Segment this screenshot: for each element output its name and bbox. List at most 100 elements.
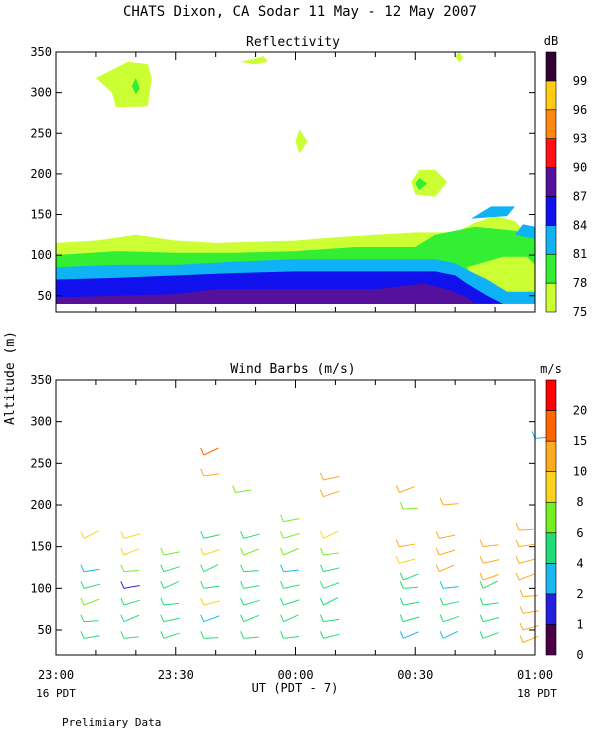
wind-barb-plot: 50 100 150 200 250 300 350 0 1 2 4 6 8 10 15 20 23:00 23:… [30, 373, 587, 682]
wind-barb [439, 581, 459, 589]
wind-barb [319, 564, 340, 573]
wind-barb [515, 556, 536, 564]
wind-barb-flag [519, 635, 524, 643]
wind-barb-shaft [482, 617, 500, 623]
wind-barb-shaft [283, 533, 300, 539]
reflectivity-contours [56, 52, 535, 304]
wind-barb-flag [479, 631, 484, 639]
wind-barb-shaft [203, 563, 219, 573]
wind-barb-shaft [83, 635, 100, 639]
wind-barb-flag [515, 572, 520, 581]
wind-barb [439, 614, 460, 623]
wind-barb [160, 547, 180, 556]
wind-colorbar-swatch [545, 471, 557, 503]
wind-barb-flag [280, 631, 284, 639]
wind-barb [240, 597, 260, 606]
wind-barb-flag [200, 614, 205, 622]
wind-barb [200, 447, 219, 456]
wind-barb-flag [240, 581, 245, 589]
wind-barb-flag [280, 547, 284, 556]
figure-title: CHATS Dixon, CA Sodar 11 May - 12 May 20… [123, 4, 477, 20]
wind-barb [240, 531, 260, 539]
reflectivity-ytick-label: 200 [30, 167, 52, 181]
wind-barb-shaft [235, 489, 252, 493]
wind-barb-shaft [323, 530, 339, 539]
wind-barb-flag [435, 564, 440, 572]
wind-barb-shaft [123, 570, 139, 573]
wind-barb-shaft [203, 600, 220, 606]
wind-barb-flag [280, 564, 284, 572]
wind-barb-shaft [203, 447, 219, 456]
wind-barb-flag [435, 547, 440, 556]
wind-barb [319, 597, 339, 606]
wind-barb [319, 581, 340, 589]
reflectivity-region-75 [95, 61, 152, 108]
wind-barb-shaft [163, 551, 180, 556]
wind-barb-flag [80, 531, 85, 539]
x-tick-label: 01:00 [517, 668, 553, 682]
wind-barb [479, 614, 500, 623]
wind-barb-flag [399, 572, 404, 581]
wind-barb-flag [519, 606, 524, 614]
wind-barb-flag [395, 556, 400, 564]
wind-ytick-label: 300 [30, 415, 52, 429]
wind-barb-shaft [243, 614, 260, 623]
wind-barb [80, 564, 100, 573]
wind-barb-shaft [483, 602, 499, 606]
wind-barb-shaft [243, 570, 259, 573]
reflectivity-colorbar-label: 75 [573, 305, 587, 319]
wind-barb [395, 485, 415, 493]
wind-barb-flag [319, 614, 324, 622]
wind-barb-flag [160, 581, 165, 589]
wind-barb [515, 572, 535, 581]
wind-ytick-label: 50 [38, 623, 52, 637]
wind-colorbar-swatch [545, 624, 557, 656]
reflectivity-colorbar-swatch [545, 51, 557, 82]
wind-barb-flag [160, 564, 165, 572]
wind-barb-flag [120, 581, 125, 589]
reflectivity-colorbar-swatch [545, 196, 557, 226]
wind-barb-shaft [323, 552, 340, 556]
reflectivity-region-81 [515, 224, 535, 239]
reflectivity-title: Reflectivity [246, 35, 340, 50]
wind-barb-flag [395, 485, 400, 493]
wind-barb-shaft [203, 637, 219, 639]
wind-colorbar-swatch [545, 593, 557, 625]
wind-barb-flag [319, 597, 324, 606]
wind-barb-flag [240, 564, 245, 572]
wind-barb-shaft [403, 573, 419, 581]
reflectivity-colorbar-label: 90 [573, 161, 587, 175]
wind-barb-flag [80, 631, 85, 639]
wind-colorbar-swatch [545, 563, 557, 595]
wind-barb-shaft [443, 601, 460, 606]
wind-barb [395, 539, 416, 548]
wind-barb [280, 531, 300, 539]
wind-barb [80, 614, 99, 623]
wind-colorbar-label: 6 [576, 526, 583, 540]
wind-barb-flag [319, 547, 324, 556]
wind-barb [435, 547, 456, 556]
wind-barb [240, 547, 260, 556]
wind-barb-flag [240, 531, 245, 539]
wind-barb-flag [319, 489, 324, 497]
wind-barb [519, 622, 540, 631]
wind-ytick-label: 150 [30, 540, 52, 554]
wind-barb [200, 631, 219, 639]
wind-colorbar-swatch [545, 440, 557, 472]
reflectivity-colorbar-label: 87 [573, 189, 587, 203]
wind-barb-flag [479, 597, 484, 606]
reflectivity-plot: 50 100 150 200 250 300 350 75 78 81 84 87 90 93 96 99 [30, 45, 587, 319]
wind-barb-shaft [518, 558, 536, 564]
wind-ytick-label: 350 [30, 373, 52, 387]
wind-barb-shaft [399, 543, 416, 548]
wind-barb-flag [280, 581, 284, 589]
wind-barb-flag [120, 531, 125, 539]
wind-barb-shaft [163, 617, 180, 623]
wind-barb-shaft [123, 636, 140, 639]
wind-barb-shaft [283, 547, 299, 556]
reflectivity-colorbar-label: 93 [573, 132, 587, 146]
wind-barb-flag [160, 631, 165, 639]
wind-barb [120, 564, 139, 573]
wind-barb [319, 631, 340, 639]
